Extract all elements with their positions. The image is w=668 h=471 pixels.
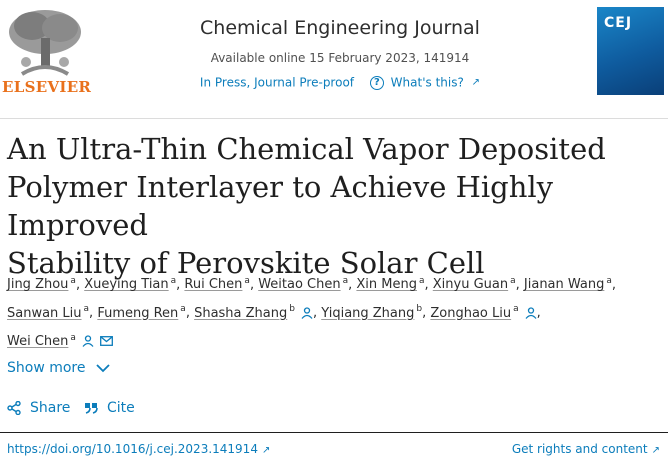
- title-line: An Ultra-Thin Chemical Vapor Deposited: [7, 132, 606, 166]
- publisher-name[interactable]: ELSEVIER: [2, 78, 92, 96]
- author[interactable]: Fumeng Ren a: [97, 304, 186, 321]
- person-icon[interactable]: [82, 335, 94, 348]
- author[interactable]: Sanwan Liu a: [7, 304, 90, 321]
- status-link[interactable]: In Press, Journal Pre-proof: [199, 75, 355, 90]
- journal-cover-image[interactable]: [597, 7, 664, 95]
- get-rights-link[interactable]: Get rights and content ↗: [512, 442, 660, 456]
- journal-title[interactable]: Chemical Engineering Journal: [200, 17, 480, 39]
- external-link-icon: ↗: [261, 445, 271, 456]
- whats-this-link[interactable]: What's this?: [390, 75, 464, 90]
- share-icon: [7, 400, 21, 416]
- article-title: An Ultra-Thin Chemical Vapor Deposited P…: [7, 130, 657, 282]
- author[interactable]: Zonghao Liu a: [430, 304, 537, 321]
- quote-icon: [85, 403, 98, 414]
- chevron-down-icon: [96, 363, 110, 372]
- affiliation-marker: a: [70, 332, 76, 343]
- help-icon[interactable]: ?: [369, 75, 384, 90]
- cite-label: Cite: [107, 400, 135, 416]
- author[interactable]: Shasha Zhang b: [194, 304, 313, 321]
- author[interactable]: Xinyu Guan a: [432, 276, 516, 293]
- author[interactable]: Wei Chen a: [7, 332, 113, 349]
- affiliation-marker: a: [83, 304, 90, 315]
- doi-text: https://doi.org/10.1016/j.cej.2023.14191…: [7, 442, 258, 456]
- affiliation-marker: b: [416, 304, 423, 315]
- author[interactable]: Rui Chen a: [184, 276, 250, 293]
- affiliation-marker: a: [510, 276, 516, 286]
- author[interactable]: Xin Meng a: [356, 276, 425, 293]
- header-divider: [0, 118, 668, 119]
- author[interactable]: Jianan Wang a: [523, 276, 612, 293]
- author-list: Jing Zhou a, Xueying Tian a, Rui Chen a, We…: [7, 276, 617, 349]
- cover-abbreviation: CEJ: [604, 15, 633, 31]
- affiliation-marker: a: [180, 304, 186, 315]
- title-line: Stability of Perovskite Solar Cell: [7, 246, 485, 280]
- affiliation-marker: a: [170, 276, 177, 286]
- affiliation-marker: a: [70, 276, 76, 286]
- affiliation-marker: a: [244, 276, 250, 286]
- author[interactable]: Weitao Chen a: [258, 276, 349, 293]
- author[interactable]: Yiqiang Zhang b: [321, 304, 423, 321]
- doi-link[interactable]: https://doi.org/10.1016/j.cej.2023.14191…: [7, 442, 270, 456]
- external-link-icon: ↗: [651, 445, 660, 456]
- share-button[interactable]: Share: [7, 400, 70, 416]
- person-icon[interactable]: [301, 307, 313, 320]
- external-link-icon: ↗: [471, 77, 481, 88]
- author[interactable]: Jing Zhou a: [7, 276, 76, 293]
- mail-icon[interactable]: [99, 336, 113, 347]
- show-more-button[interactable]: Show more: [7, 360, 110, 376]
- author[interactable]: Xueying Tian a: [84, 276, 177, 293]
- affiliation-marker: a: [606, 276, 612, 286]
- article-status-row: In Press, Journal Pre-proof ? What's thi…: [120, 75, 560, 90]
- affiliation-marker: a: [419, 276, 425, 286]
- affiliation-marker: b: [289, 304, 295, 315]
- elsevier-tree-logo[interactable]: [2, 4, 88, 96]
- show-more-label: Show more: [7, 360, 86, 376]
- share-label: Share: [30, 400, 71, 416]
- cite-button[interactable]: Cite: [84, 400, 135, 416]
- rights-text: Get rights and content: [511, 442, 648, 456]
- title-line: Polymer Interlayer to Achieve Highly Imp…: [7, 170, 554, 242]
- person-icon[interactable]: [525, 307, 537, 320]
- affiliation-marker: a: [513, 304, 519, 315]
- footer-divider: [0, 432, 668, 433]
- affiliation-marker: a: [342, 276, 349, 286]
- availability-date: Available online 15 February 2023, 14191…: [210, 51, 470, 65]
